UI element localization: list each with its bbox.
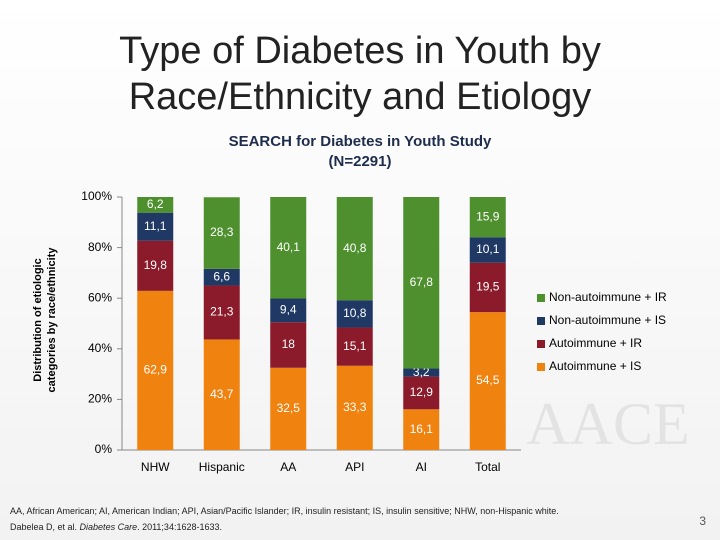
bar-segment — [203, 197, 240, 269]
value-label: 15,9 — [476, 209, 500, 223]
value-label: 12,9 — [410, 385, 434, 399]
legend-label: Non-autoimmune + IR — [549, 290, 667, 304]
value-label: 6,6 — [213, 269, 230, 283]
bar-segment — [203, 339, 240, 450]
legend-label: Autoimmune + IR — [549, 336, 642, 350]
bar-segment — [403, 368, 440, 377]
citation-journal: Diabetes Care — [79, 522, 138, 532]
legend-label: Autoimmune + IS — [549, 359, 641, 373]
x-tick-label: AI — [416, 460, 427, 474]
bar-segment — [403, 409, 440, 450]
bar-segment — [203, 285, 240, 340]
y-axis-label: categories by race/ethnicity — [46, 247, 58, 393]
bar-segment — [137, 212, 174, 241]
slide-title: Type of Diabetes in Youth by Race/Ethnic… — [119, 30, 601, 118]
citation-part: Dabelea D, et al. — [10, 522, 80, 532]
y-tick-label: 100% — [81, 189, 112, 203]
footnote: AA, African American; AI, American India… — [10, 506, 559, 516]
value-label: 9,4 — [280, 303, 297, 317]
x-tick-label: Hispanic — [199, 460, 245, 474]
value-label: 28,3 — [210, 225, 234, 239]
logo: AACE — [526, 391, 689, 457]
y-tick-label: 40% — [88, 341, 112, 355]
chart: AACE SEARCH for Diabetes in Youth Study (… — [32, 133, 690, 474]
bar-segment — [336, 327, 373, 366]
bar-segment — [336, 300, 373, 328]
bar-segment — [403, 197, 440, 369]
bar-segment — [469, 197, 506, 238]
x-tick-label: NHW — [141, 460, 170, 474]
legend-swatch — [537, 317, 545, 325]
bar-segment — [270, 322, 307, 368]
bar-segment — [469, 262, 506, 313]
bar-segment — [469, 237, 506, 263]
subtitle: (N=2291) — [329, 153, 392, 170]
y-tick-label: 60% — [88, 290, 112, 304]
value-label: 18 — [282, 337, 296, 351]
citation-part: . 2011;34:1628-1633. — [137, 522, 222, 532]
y-tick-label: 20% — [88, 392, 112, 406]
value-label: 21,3 — [210, 305, 234, 319]
value-label: 6,2 — [147, 197, 164, 211]
bar-segment — [137, 197, 174, 213]
value-label: 19,5 — [476, 280, 500, 294]
y-axis-label: Distribution of etiologic — [32, 258, 44, 381]
y-tick-label: 80% — [88, 240, 112, 254]
x-tick-label: Total — [475, 460, 500, 474]
value-label: 54,5 — [476, 373, 500, 387]
bar-segment — [270, 298, 307, 323]
bar-segment — [137, 240, 174, 291]
value-label: 10,1 — [476, 242, 500, 256]
x-tick-label: API — [345, 460, 364, 474]
value-label: 40,8 — [343, 241, 367, 255]
page-number: 3 — [699, 514, 706, 528]
value-label: 15,1 — [343, 339, 367, 353]
bar-segment — [336, 197, 373, 301]
value-label: 19,8 — [144, 258, 168, 272]
bar-segment — [469, 312, 506, 450]
bar-segment — [270, 197, 307, 299]
legend-label: Non-autoimmune + IS — [549, 313, 666, 327]
bar-segment — [137, 290, 174, 450]
legend-swatch — [537, 340, 545, 348]
citation: Dabelea D, et al. Diabetes Care. 2011;34… — [10, 522, 222, 532]
y-tick-label: 0% — [95, 442, 113, 456]
bar-segment — [336, 365, 373, 450]
value-label: 32,5 — [277, 401, 301, 415]
value-label: 40,1 — [277, 240, 301, 254]
subtitle: SEARCH for Diabetes in Youth Study — [229, 133, 492, 150]
value-label: 10,8 — [343, 306, 367, 320]
value-label: 62,9 — [144, 363, 168, 377]
value-label: 33,3 — [343, 400, 367, 414]
value-label: 11,1 — [144, 219, 167, 233]
bar-segment — [403, 376, 440, 410]
bar-segment — [203, 268, 240, 286]
legend-swatch — [537, 363, 545, 371]
bar-segment — [270, 367, 307, 450]
value-label: 43,7 — [210, 387, 234, 401]
x-tick-label: AA — [280, 460, 296, 474]
value-label: 16,1 — [410, 422, 434, 436]
value-label: 67,8 — [410, 275, 434, 289]
legend-swatch — [537, 294, 545, 302]
